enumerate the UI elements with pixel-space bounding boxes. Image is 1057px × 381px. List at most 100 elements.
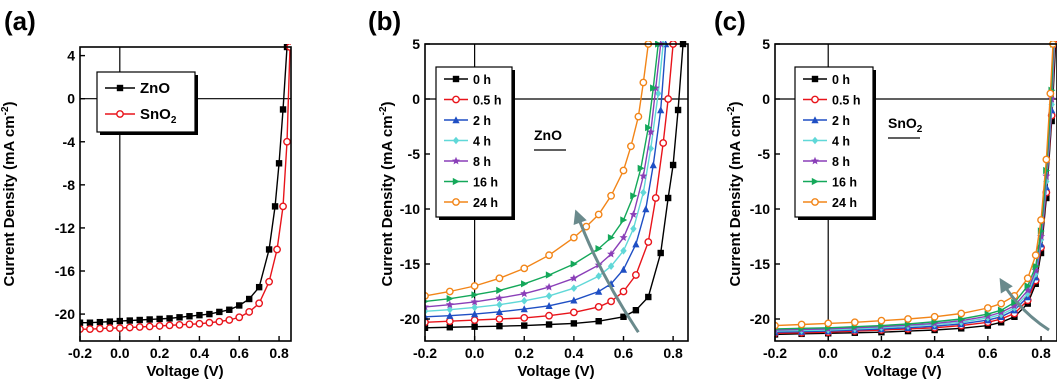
data-point-0-12: [196, 311, 203, 319]
legend-label-6: 24 h: [832, 196, 857, 210]
data-point-1-11: [644, 238, 653, 246]
series-line-1: [425, 43, 674, 323]
data-point-1-3: [105, 324, 114, 332]
y-tick-label: -8: [63, 177, 76, 193]
data-point-1-3: [495, 315, 504, 323]
data-point-3-9: [620, 247, 627, 255]
legend-swatch-marker-1: [811, 95, 819, 104]
data-point-1-22: [283, 137, 291, 146]
x-tick-label: 0.0: [818, 345, 838, 361]
data-point-0-20: [271, 203, 279, 210]
data-point-2-1: [446, 311, 454, 319]
data-point-0-7: [595, 318, 602, 325]
data-point-0-6: [136, 316, 143, 324]
y-tick-label: -15: [750, 256, 770, 272]
data-point-3-13: [655, 89, 662, 98]
legend-label-text: 0 h: [832, 73, 850, 87]
y-tick-label: 0: [762, 91, 770, 107]
data-point-5-10: [1011, 298, 1019, 307]
legend-box: [794, 66, 874, 218]
aging-trend-arrowhead: [999, 277, 1013, 294]
y-axis-title-close: ): [379, 101, 396, 106]
data-point-1-13: [205, 318, 214, 327]
y-axis-title-main: Current Density (mA cm: [379, 115, 396, 286]
data-point-1-16: [235, 313, 244, 322]
legend-label-3: 4 h: [832, 135, 850, 149]
x-tick-label: 0.0: [465, 345, 485, 361]
data-point-1-5: [545, 311, 553, 320]
data-point-6-11: [1023, 274, 1032, 283]
data-point-3-8: [607, 262, 615, 270]
data-point-5-7: [958, 315, 966, 323]
data-point-4-5: [545, 282, 554, 291]
y-axis-title: Current Density (mA cm-2): [0, 101, 18, 286]
data-point-0-13: [206, 310, 213, 318]
legend-swatch-marker-6: [452, 198, 460, 206]
data-point-2-5: [545, 302, 553, 309]
data-point-5-8: [607, 234, 615, 242]
data-point-3-12: [647, 144, 654, 153]
data-point-6-4: [877, 316, 886, 325]
y-axis-title-exponent: -2: [0, 106, 11, 115]
x-tick-label: 0.2: [515, 345, 535, 361]
data-point-1-1: [445, 317, 454, 326]
y-tick-label: -20: [400, 311, 420, 327]
y-axis-title: Current Density (mA cm-2): [378, 101, 396, 286]
plot-frame: [79, 46, 292, 342]
legend-label-text: 8 h: [473, 155, 491, 169]
legend-swatch-marker-4: [811, 156, 819, 165]
legend-swatch-marker-2: [452, 116, 460, 124]
data-point-1-14: [664, 95, 673, 103]
y-axis-title-close: ): [727, 101, 744, 106]
data-point-6-4: [520, 264, 529, 273]
legend-label-text: 2 h: [832, 114, 850, 128]
data-point-2-2: [471, 310, 479, 318]
data-point-4-1: [445, 300, 454, 309]
data-point-1-9: [619, 287, 628, 296]
data-point-6-5: [904, 315, 912, 323]
legend-swatch-marker-3: [811, 136, 819, 145]
data-point-1-12: [195, 319, 204, 328]
data-point-6-9: [997, 299, 1006, 308]
data-point-0-12: [664, 194, 672, 202]
material-annotation: SnO2: [888, 115, 923, 135]
y-tick-label: -20: [55, 306, 75, 322]
legend-label-2: 2 h: [473, 114, 491, 128]
panel-a: (a) -0.2 0.0 0.2 0.4 0.6 0.8 -20 -16 -12 -8 -4 0 4 Vol…: [0, 6, 292, 380]
data-point-1-9: [165, 321, 174, 330]
data-point-0-8: [156, 315, 163, 323]
data-point-0-15: [226, 306, 233, 313]
x-tick-label: 0.2: [150, 345, 170, 361]
data-point-3-3: [496, 300, 503, 309]
data-point-5-11: [1024, 282, 1032, 290]
legend-swatch-marker-5: [811, 177, 819, 186]
data-point-4-8: [607, 249, 616, 258]
data-point-0-2: [471, 323, 478, 330]
legend-label-text: 16 h: [473, 176, 498, 190]
data-point-6-13: [639, 78, 648, 87]
x-tick-label: 0.8: [269, 345, 289, 361]
data-point-3-10: [630, 225, 637, 233]
y-tick-label: -16: [55, 263, 75, 279]
y-tick-label: -15: [400, 256, 420, 272]
data-point-2-10: [632, 240, 640, 248]
data-point-6-15: [1046, 89, 1055, 98]
data-point-5-5: [545, 271, 553, 279]
legend-label-4: 8 h: [473, 155, 491, 169]
y-tick-label: 5: [412, 36, 420, 52]
data-point-0-18: [255, 283, 263, 291]
data-point-6-13: [1037, 216, 1045, 224]
data-point-5-8: [984, 310, 992, 318]
data-point-4-13: [1037, 232, 1046, 240]
data-point-6-3: [495, 274, 504, 283]
y-tick-label: -20: [750, 311, 770, 327]
data-point-6-5: [545, 251, 553, 260]
legend-label-5: 16 h: [832, 176, 857, 190]
material-annotation-subscript: 2: [917, 124, 923, 135]
data-point-2-11: [642, 205, 650, 213]
y-tick-label: -10: [750, 201, 770, 217]
x-tick-label: 0.2: [872, 345, 892, 361]
legend: ZnO SnO2: [96, 71, 198, 135]
legend-swatch-marker-0: [116, 84, 124, 92]
